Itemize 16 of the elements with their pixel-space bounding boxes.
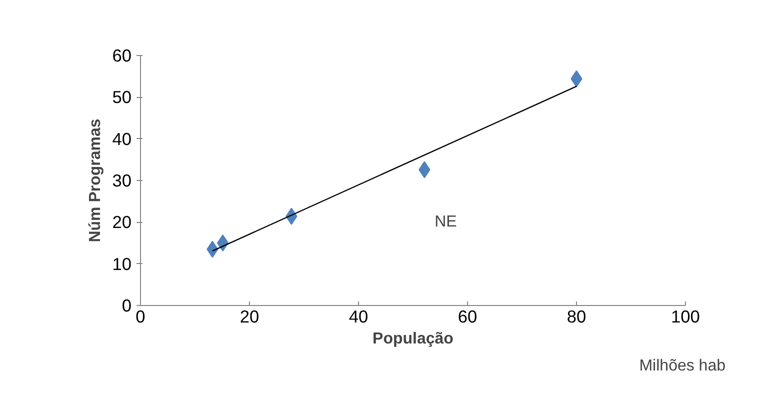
x-tick-label: 80 (566, 306, 586, 326)
text: Milhões hab (639, 358, 726, 374)
x-tick-label: 60 (458, 306, 478, 326)
x-axis-title: População (372, 330, 454, 348)
y-tick-label: 10 (112, 254, 132, 274)
y-tick-label: 50 (112, 87, 132, 108)
x-tick-label: 100 (671, 306, 700, 326)
y-tick-label: 20 (112, 212, 132, 232)
x-tick-label: 20 (240, 306, 260, 326)
annotation: NE (434, 214, 457, 230)
y-tick-label: 40 (112, 128, 132, 149)
y-tick-label: 60 (112, 46, 132, 66)
y-tick-label: 30 (112, 170, 132, 190)
x-tick-label: 40 (348, 306, 368, 326)
y-axis-title: Núm Programas (87, 118, 104, 242)
x-tick-label: 0 (136, 306, 146, 326)
